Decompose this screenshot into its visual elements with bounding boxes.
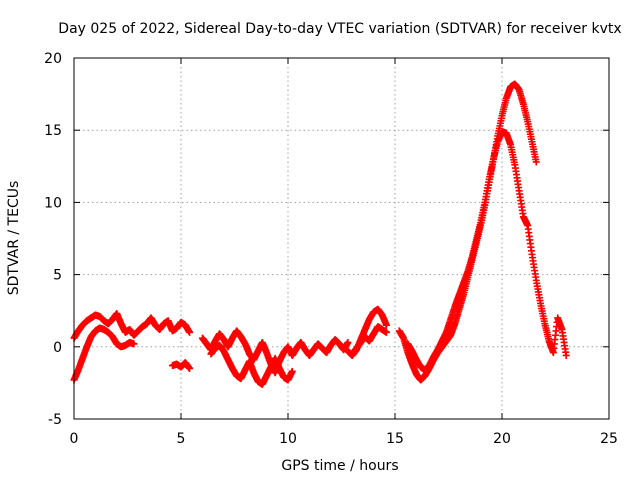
x-axis-label: GPS time / hours	[281, 458, 398, 474]
tick-labels: 0 5 10 15 20 25 -5 0 5 10 15 20	[44, 51, 618, 447]
point-track-h-32	[532, 158, 540, 166]
x-tick-label-3: 15	[386, 431, 404, 447]
point-track-b-14	[130, 340, 138, 348]
x-tick-label-1: 5	[177, 431, 186, 447]
point-track-g-8	[382, 328, 390, 336]
y-tick-label-4: 15	[44, 123, 62, 139]
x-tick-label-0: 0	[70, 431, 79, 447]
point-track-d-34	[344, 338, 352, 346]
y-tick-label-5: 20	[44, 51, 62, 67]
data-points	[70, 80, 570, 388]
series-track-h	[395, 80, 540, 384]
series-track-d	[198, 327, 352, 377]
point-track-f-9	[382, 321, 390, 329]
point-track-e-19	[288, 367, 296, 375]
y-tick-label-1: 0	[53, 340, 62, 356]
series-track-a	[70, 310, 194, 342]
series-track-i	[404, 128, 570, 374]
chart-title: Day 025 of 2022, Sidereal Day-to-day VTE…	[58, 21, 621, 37]
series-track-b	[70, 324, 138, 384]
x-tick-label-4: 20	[493, 431, 511, 447]
point-track-c-4	[186, 364, 194, 372]
grid-lines	[74, 58, 609, 419]
plot-frame	[73, 57, 610, 420]
point-track-i-37	[562, 351, 570, 359]
y-axis-label: SDTVAR / TECUs	[6, 181, 22, 296]
point-track-a-27	[186, 328, 194, 336]
series-track-c	[168, 359, 194, 372]
series-track-g	[348, 323, 390, 358]
x-tick-label-5: 25	[600, 431, 618, 447]
y-tick-label-0: -5	[48, 412, 62, 428]
y-tick-label-3: 10	[44, 195, 62, 211]
series-track-e	[207, 341, 296, 388]
x-tick-label-2: 10	[279, 431, 297, 447]
y-tick-label-2: 5	[53, 268, 62, 284]
